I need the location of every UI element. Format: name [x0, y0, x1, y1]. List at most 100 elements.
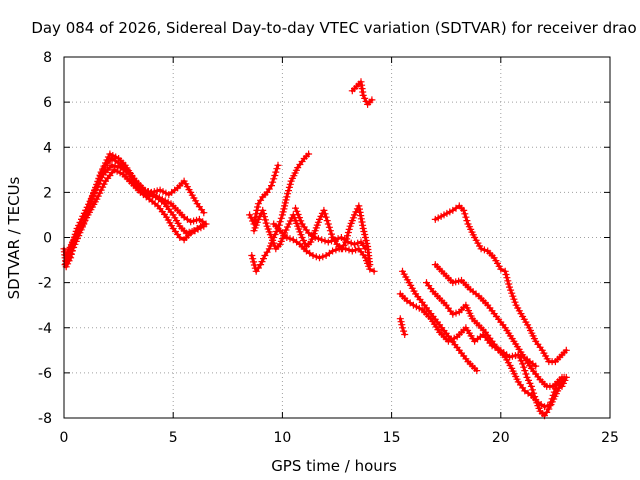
data-point-marker: [344, 229, 352, 236]
data-point-marker: [319, 253, 327, 261]
y-tick-label: 8: [43, 50, 52, 66]
data-point-marker: [503, 274, 511, 282]
data-point-marker: [246, 211, 254, 219]
data-point-marker: [90, 190, 97, 198]
data-point-marker: [351, 240, 358, 248]
series-arc-8: [270, 220, 378, 275]
data-point-marker: [334, 235, 342, 243]
data-point-marker: [316, 215, 323, 223]
data-point-marker: [502, 271, 510, 278]
data-point-marker: [396, 315, 404, 323]
data-point-marker: [261, 213, 268, 221]
data-point-marker: [61, 261, 69, 269]
data-point-marker: [463, 217, 471, 225]
y-tick-label: -6: [38, 366, 52, 382]
data-point-marker: [99, 183, 107, 191]
data-point-marker: [97, 186, 105, 194]
data-point-marker: [64, 256, 72, 264]
data-point-marker: [259, 206, 267, 214]
data-point-marker: [321, 210, 329, 218]
data-point-marker: [460, 206, 468, 214]
data-point-marker: [520, 363, 528, 371]
data-point-marker: [329, 247, 337, 255]
x-axis-label: GPS time / hours: [271, 457, 397, 475]
data-point-marker: [102, 159, 109, 167]
data-point-marker: [370, 267, 378, 275]
data-point-marker: [523, 373, 531, 381]
data-point-marker: [409, 301, 417, 309]
data-point-marker: [108, 161, 116, 169]
series-arc-6: [248, 150, 313, 275]
data-point-marker: [97, 168, 105, 176]
data-point-marker: [355, 202, 363, 210]
data-point-marker: [549, 391, 557, 399]
series-arc-10: [348, 78, 376, 108]
data-point-marker: [285, 183, 293, 191]
data-point-marker: [541, 403, 548, 411]
data-point-marker: [276, 218, 284, 226]
data-point-marker: [321, 237, 329, 245]
series-arc-9: [292, 204, 369, 253]
chart-title: Day 084 of 2026, Sidereal Day-to-day VTE…: [31, 19, 636, 37]
data-point-marker: [286, 180, 294, 188]
data-point-marker: [293, 207, 301, 215]
data-point-marker: [260, 210, 268, 218]
data-point-marker: [268, 182, 275, 190]
data-point-marker: [322, 213, 330, 221]
x-tick-label: 10: [273, 430, 291, 446]
data-point-marker: [561, 376, 569, 384]
x-tick-label: 15: [383, 430, 401, 446]
data-series-group: [60, 78, 570, 420]
data-point-marker: [278, 211, 286, 219]
data-point-marker: [282, 226, 290, 234]
data-point-marker: [361, 234, 369, 241]
data-point-marker: [522, 370, 530, 378]
series-arc-15: [431, 202, 570, 366]
data-point-marker: [249, 255, 257, 263]
data-point-marker: [314, 235, 322, 243]
data-point-marker: [398, 321, 406, 329]
data-point-marker: [282, 196, 290, 204]
data-point-marker: [270, 175, 278, 183]
data-point-marker: [351, 211, 358, 219]
x-tick-label: 5: [169, 430, 178, 446]
data-point-marker: [103, 156, 111, 164]
data-point-marker: [87, 199, 94, 207]
data-point-marker: [272, 168, 280, 176]
x-tick-label: 20: [492, 430, 510, 446]
data-point-marker: [497, 265, 505, 273]
data-point-marker: [144, 188, 152, 196]
data-point-marker: [323, 217, 331, 225]
data-point-marker: [100, 180, 108, 188]
data-point-marker: [285, 220, 293, 228]
y-tick-label: -4: [38, 321, 52, 337]
data-point-marker: [345, 225, 353, 233]
axis-ticks: 0 5 10 15 20 25 -8 -6 -4 -2 0 2 4 6 8: [38, 50, 619, 446]
data-point-marker: [545, 405, 553, 413]
data-point-marker: [401, 331, 409, 338]
data-point-marker: [284, 190, 292, 198]
data-point-marker: [514, 351, 522, 359]
data-point-marker: [311, 234, 319, 241]
data-point-marker: [506, 283, 513, 291]
data-point-marker: [546, 402, 554, 410]
series-arc-14: [431, 261, 566, 390]
data-point-marker: [344, 238, 352, 246]
data-point-marker: [509, 292, 517, 300]
data-point-marker: [477, 245, 485, 253]
data-point-marker: [309, 252, 317, 259]
data-point-marker: [93, 181, 101, 188]
data-point-marker: [100, 162, 108, 170]
data-point-marker: [92, 184, 100, 192]
data-point-marker: [362, 237, 370, 244]
data-point-marker: [317, 212, 325, 220]
series-arc-11: [399, 267, 481, 375]
data-point-marker: [176, 234, 184, 241]
data-point-marker: [87, 196, 95, 204]
data-point-marker: [254, 215, 262, 223]
data-point-marker: [262, 219, 270, 227]
data-point-marker: [399, 324, 406, 332]
data-point-marker: [449, 310, 457, 318]
data-point-marker: [247, 214, 255, 222]
y-tick-label: -2: [38, 276, 52, 292]
